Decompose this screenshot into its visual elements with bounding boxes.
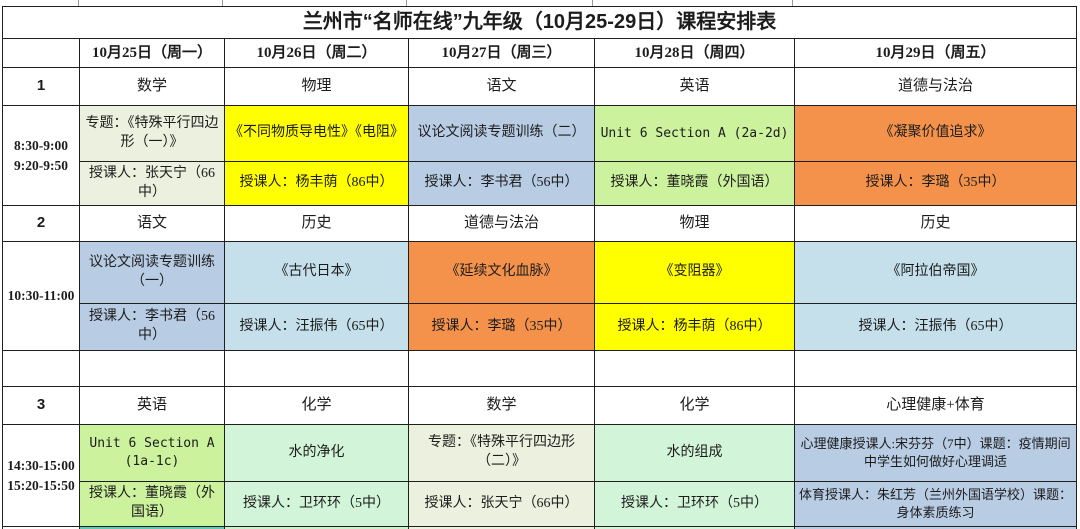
- teacher-cell: 授课人：杨丰荫（86中）: [594, 303, 795, 351]
- schedule-table: 兰州市“名师在线”九年级（10月25-29日）课程安排表 10月25日（周一） …: [1, 6, 1078, 529]
- teacher-cell: 授课人：杨丰荫（86中）: [224, 161, 409, 206]
- topic-cell: 《不同物质导电性》《电阻》: [224, 105, 409, 162]
- teacher-cell: 授课人：汪振伟（65中）: [224, 303, 409, 351]
- teacher-cell: 授课人：董晓霞（外国语）: [594, 161, 795, 206]
- time-line: 14:30-15:00: [7, 457, 75, 473]
- subject-cell: 道德与法治: [793, 67, 1078, 106]
- topic-cell: 《凝聚价值追求》: [793, 105, 1078, 162]
- topic-cell: 水的组成: [594, 424, 795, 482]
- grid-top-sliver: [2, 0, 1076, 6]
- topic-cell: 专题：《特殊平行四边形（一）》: [79, 105, 225, 162]
- time-line: 8:30-9:00: [14, 137, 68, 153]
- subject-cell: 历史: [793, 205, 1078, 242]
- topic-cell: 议论文阅读专题训练（一）: [79, 241, 225, 304]
- day-header-tue: 10月26日（周二）: [224, 38, 409, 68]
- teacher-cell: 授课人：张天宁（66中）: [79, 161, 225, 206]
- empty-cell: [79, 350, 225, 387]
- subject-cell: 数学: [79, 67, 225, 106]
- day-header-fri: 10月29日（周五）: [793, 38, 1078, 68]
- empty-cell: [2, 350, 80, 387]
- teacher-cell: 体育授课人：朱红芳（兰州外国语学校）课题：身体素质练习: [793, 481, 1078, 527]
- topic-cell: 水的净化: [224, 424, 409, 482]
- period-1-number: 1: [2, 67, 80, 106]
- empty-cell: [408, 350, 595, 387]
- period-1-time: 8:30-9:00 9:20-9:50: [2, 105, 80, 206]
- teacher-cell: 授课人：卫环环（5中）: [594, 481, 795, 527]
- teacher-cell: 授课人：李璐（35中）: [793, 161, 1078, 206]
- teacher-cell: 授课人：李书君（56中）: [408, 161, 595, 206]
- topic-cell: 《阿拉伯帝国》: [793, 241, 1078, 304]
- corner-cell: [2, 38, 80, 68]
- period-2-time: 10:30-11:00: [2, 241, 80, 351]
- subject-cell: 物理: [594, 205, 795, 242]
- time-line: 9:20-9:50: [14, 157, 68, 173]
- teacher-cell: 授课人：李书君（56中）: [79, 303, 225, 351]
- topic-cell: Unit 6 Section A (1a-1c): [79, 424, 225, 482]
- period-3-time: 14:30-15:00 15:20-15:50: [2, 424, 80, 527]
- empty-row: [2, 350, 1078, 387]
- time-line: 15:20-15:50: [7, 477, 75, 493]
- topic-cell: 《延续文化血脉》: [408, 241, 595, 304]
- subject-cell: 语文: [408, 67, 595, 106]
- topic-cell: 《变阻器》: [594, 241, 795, 304]
- cutoff-row-sliver: [2, 526, 1078, 529]
- empty-cell: [594, 350, 795, 387]
- empty-cell: [793, 350, 1078, 387]
- subject-cell: 化学: [594, 386, 795, 425]
- subject-cell: 英语: [79, 386, 225, 425]
- day-header-wed: 10月27日（周三）: [408, 38, 595, 68]
- subject-cell: 英语: [594, 67, 795, 106]
- subject-cell: 化学: [224, 386, 409, 425]
- topic-cell: 专题：《特殊平行四边形（二）》: [408, 424, 595, 482]
- period-2-number: 2: [2, 205, 80, 242]
- topic-cell: 《古代日本》: [224, 241, 409, 304]
- page-title: 兰州市“名师在线”九年级（10月25-29日）课程安排表: [1, 6, 1078, 39]
- subject-cell: 物理: [224, 67, 409, 106]
- subject-cell: 历史: [224, 205, 409, 242]
- teacher-cell: 授课人：卫环环（5中）: [224, 481, 409, 527]
- subject-cell: 道德与法治: [408, 205, 595, 242]
- empty-cell: [224, 350, 409, 387]
- subject-cell: 语文: [79, 205, 225, 242]
- sliver-cell: [793, 526, 1078, 529]
- time-line: 10:30-11:00: [7, 288, 75, 304]
- topic-cell: Unit 6 Section A (2a-2d): [594, 105, 795, 162]
- day-header-thu: 10月28日（周四）: [594, 38, 795, 68]
- teacher-cell: 授课人：张天宁（66中）: [408, 481, 595, 527]
- topic-cell: 议论文阅读专题训练（二）: [408, 105, 595, 162]
- topic-cell: 心理健康授课人:宋芬芬（7中）课题：疫情期间中学生如何做好心理调适: [793, 424, 1078, 482]
- teacher-cell: 授课人：汪振伟（65中）: [793, 303, 1078, 351]
- period-3-number: 3: [2, 386, 80, 425]
- subject-cell: 心理健康+体育: [793, 386, 1078, 425]
- day-header-mon: 10月25日（周一）: [79, 38, 225, 68]
- teacher-cell: 授课人：董晓霞（外国语）: [79, 481, 225, 527]
- teacher-cell: 授课人：李璐（35中）: [408, 303, 595, 351]
- subject-cell: 数学: [408, 386, 595, 425]
